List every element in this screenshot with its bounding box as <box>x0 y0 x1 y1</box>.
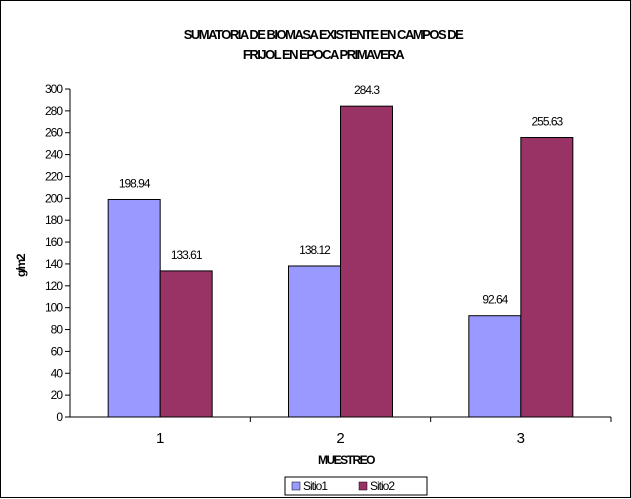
y-tick-label: 220 <box>45 169 63 183</box>
bar-labels: 198.94 133.61 138.12 284.3 92.64 255.63 <box>119 83 565 307</box>
legend: Sitio1 Sitio2 <box>284 476 428 496</box>
x-tick-label: 2 <box>336 430 344 447</box>
data-label-sitio1-2: 138.12 <box>299 243 331 257</box>
y-tick-label: 60 <box>51 344 64 358</box>
legend-box <box>284 476 428 496</box>
chart-title-line-1: SUMATORIA DE BIOMASA EXISTENTE EN CAMPOS… <box>184 27 464 42</box>
y-tick-label: 180 <box>45 213 63 227</box>
data-label-sitio1-1: 198.94 <box>119 176 151 190</box>
legend-swatch-sitio2 <box>358 481 368 491</box>
y-tick-label: 200 <box>45 191 63 205</box>
x-tick-label: 1 <box>156 430 164 447</box>
bars <box>107 105 574 418</box>
y-tick-label: 100 <box>45 301 63 315</box>
chart-title-line-2: FRIJOL EN EPOCA PRIMAVERA <box>243 47 405 62</box>
data-label-sitio2-3: 255.63 <box>531 115 563 129</box>
x-tick-label: 3 <box>517 430 525 447</box>
bar-sitio1-1 <box>107 198 161 418</box>
y-tick-label: 260 <box>45 126 63 140</box>
y-tick-label: 20 <box>51 388 64 402</box>
bar-sitio1-3 <box>468 315 522 418</box>
x-axis-ticks: 1 2 3 <box>156 417 612 447</box>
legend-swatch-sitio1 <box>291 481 301 491</box>
y-tick-label: 140 <box>45 257 63 271</box>
y-tick-label: 240 <box>45 148 63 162</box>
legend-label-sitio1: Sitio1 <box>303 479 328 493</box>
y-tick-label: 80 <box>51 323 64 337</box>
bar-sitio2-1 <box>159 270 213 418</box>
y-tick-label: 0 <box>56 410 63 424</box>
bar-sitio2-3 <box>520 137 574 418</box>
y-axis-title: g/m2 <box>14 253 28 277</box>
legend-label-sitio2: Sitio2 <box>370 479 395 493</box>
data-label-sitio2-2: 284.3 <box>354 83 380 97</box>
data-label-sitio2-1: 133.61 <box>171 248 203 262</box>
y-tick-label: 40 <box>51 366 64 380</box>
y-tick-label: 160 <box>45 235 63 249</box>
data-label-sitio1-3: 92.64 <box>482 293 508 307</box>
y-axis-ticks: 0 20 40 60 80 100 120 140 160 180 200 220 240 260 280 3… <box>45 82 70 424</box>
x-axis-title: MUESTREO <box>318 453 375 467</box>
y-tick-label: 280 <box>45 104 63 118</box>
bar-sitio2-2 <box>340 105 393 418</box>
y-tick-label: 120 <box>45 279 63 293</box>
y-tick-label: 300 <box>45 82 63 96</box>
bar-sitio1-2 <box>288 265 341 418</box>
